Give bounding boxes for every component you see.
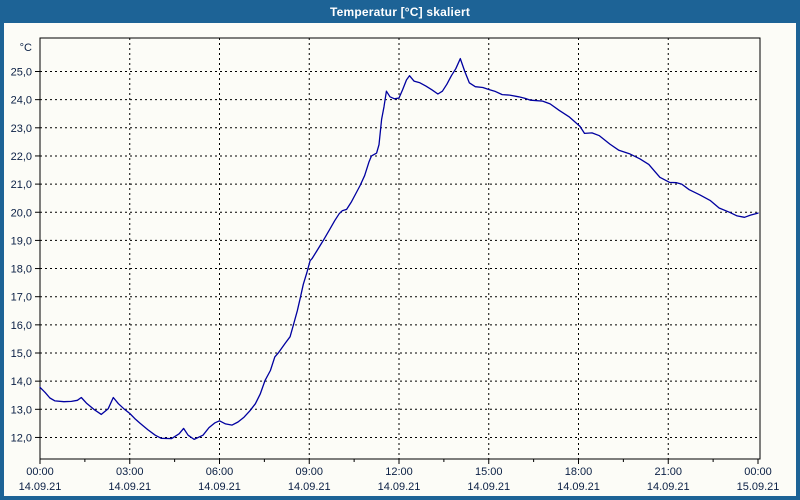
y-tick-label: 14,0 (11, 376, 32, 388)
window-titlebar: Temperatur [°C] skaliert (0, 0, 800, 23)
x-tick-date-label: 14.09.21 (198, 481, 241, 493)
y-tick-label: 12,0 (11, 432, 32, 444)
x-tick-date-label: 14.09.21 (378, 481, 421, 493)
x-tick-date-label: 14.09.21 (467, 481, 510, 493)
y-tick-label: 21,0 (11, 179, 32, 191)
x-tick-date-label: 14.09.21 (288, 481, 331, 493)
x-tick-time-label: 03:00 (116, 466, 144, 478)
x-tick-date-label: 14.09.21 (647, 481, 690, 493)
plot-border (39, 37, 761, 460)
x-tick-time-label: 06:00 (206, 466, 234, 478)
x-tick-date-label: 15.09.21 (737, 481, 780, 493)
y-tick-label: 23,0 (11, 123, 32, 135)
x-tick-date-label: 14.09.21 (557, 481, 600, 493)
y-tick-label: 19,0 (11, 235, 32, 247)
y-tick-label: 16,0 (11, 320, 32, 332)
temperature-line-chart: 25,0 24,0 23,0 22,0 21,0 20,0 19,0 18,0 17,0 16,0… (11, 37, 780, 493)
y-tick-label: 20,0 (11, 207, 32, 219)
x-tick-time-label: 00:00 (26, 466, 54, 478)
y-tick-label: 25,0 (11, 67, 32, 79)
x-tick-time-label: 18:00 (565, 466, 593, 478)
temperature-series-line (39, 57, 759, 441)
x-tick-time-label: 12:00 (385, 466, 413, 478)
y-tick-label: 13,0 (11, 404, 32, 416)
x-tick-time-label: 00:00 (744, 466, 772, 478)
y-tick-label: 18,0 (11, 264, 32, 276)
y-axis-unit-label: °C (20, 42, 32, 54)
x-tick-time-label: 15:00 (475, 466, 503, 478)
x-tick-time-label: 09:00 (295, 466, 323, 478)
window-title: Temperatur [°C] skaliert (329, 4, 471, 19)
y-tick-label: 24,0 (11, 95, 32, 107)
chart-area: 25,0 24,0 23,0 22,0 21,0 20,0 19,0 18,0 17,0 16,0… (4, 23, 796, 496)
y-tick-label: 22,0 (11, 151, 32, 163)
x-tick-time-label: 21:00 (654, 466, 682, 478)
x-tick-date-label: 14.09.21 (19, 481, 62, 493)
x-tick-date-label: 14.09.21 (108, 481, 151, 493)
y-tick-label: 15,0 (11, 348, 32, 360)
y-tick-label: 17,0 (11, 292, 32, 304)
